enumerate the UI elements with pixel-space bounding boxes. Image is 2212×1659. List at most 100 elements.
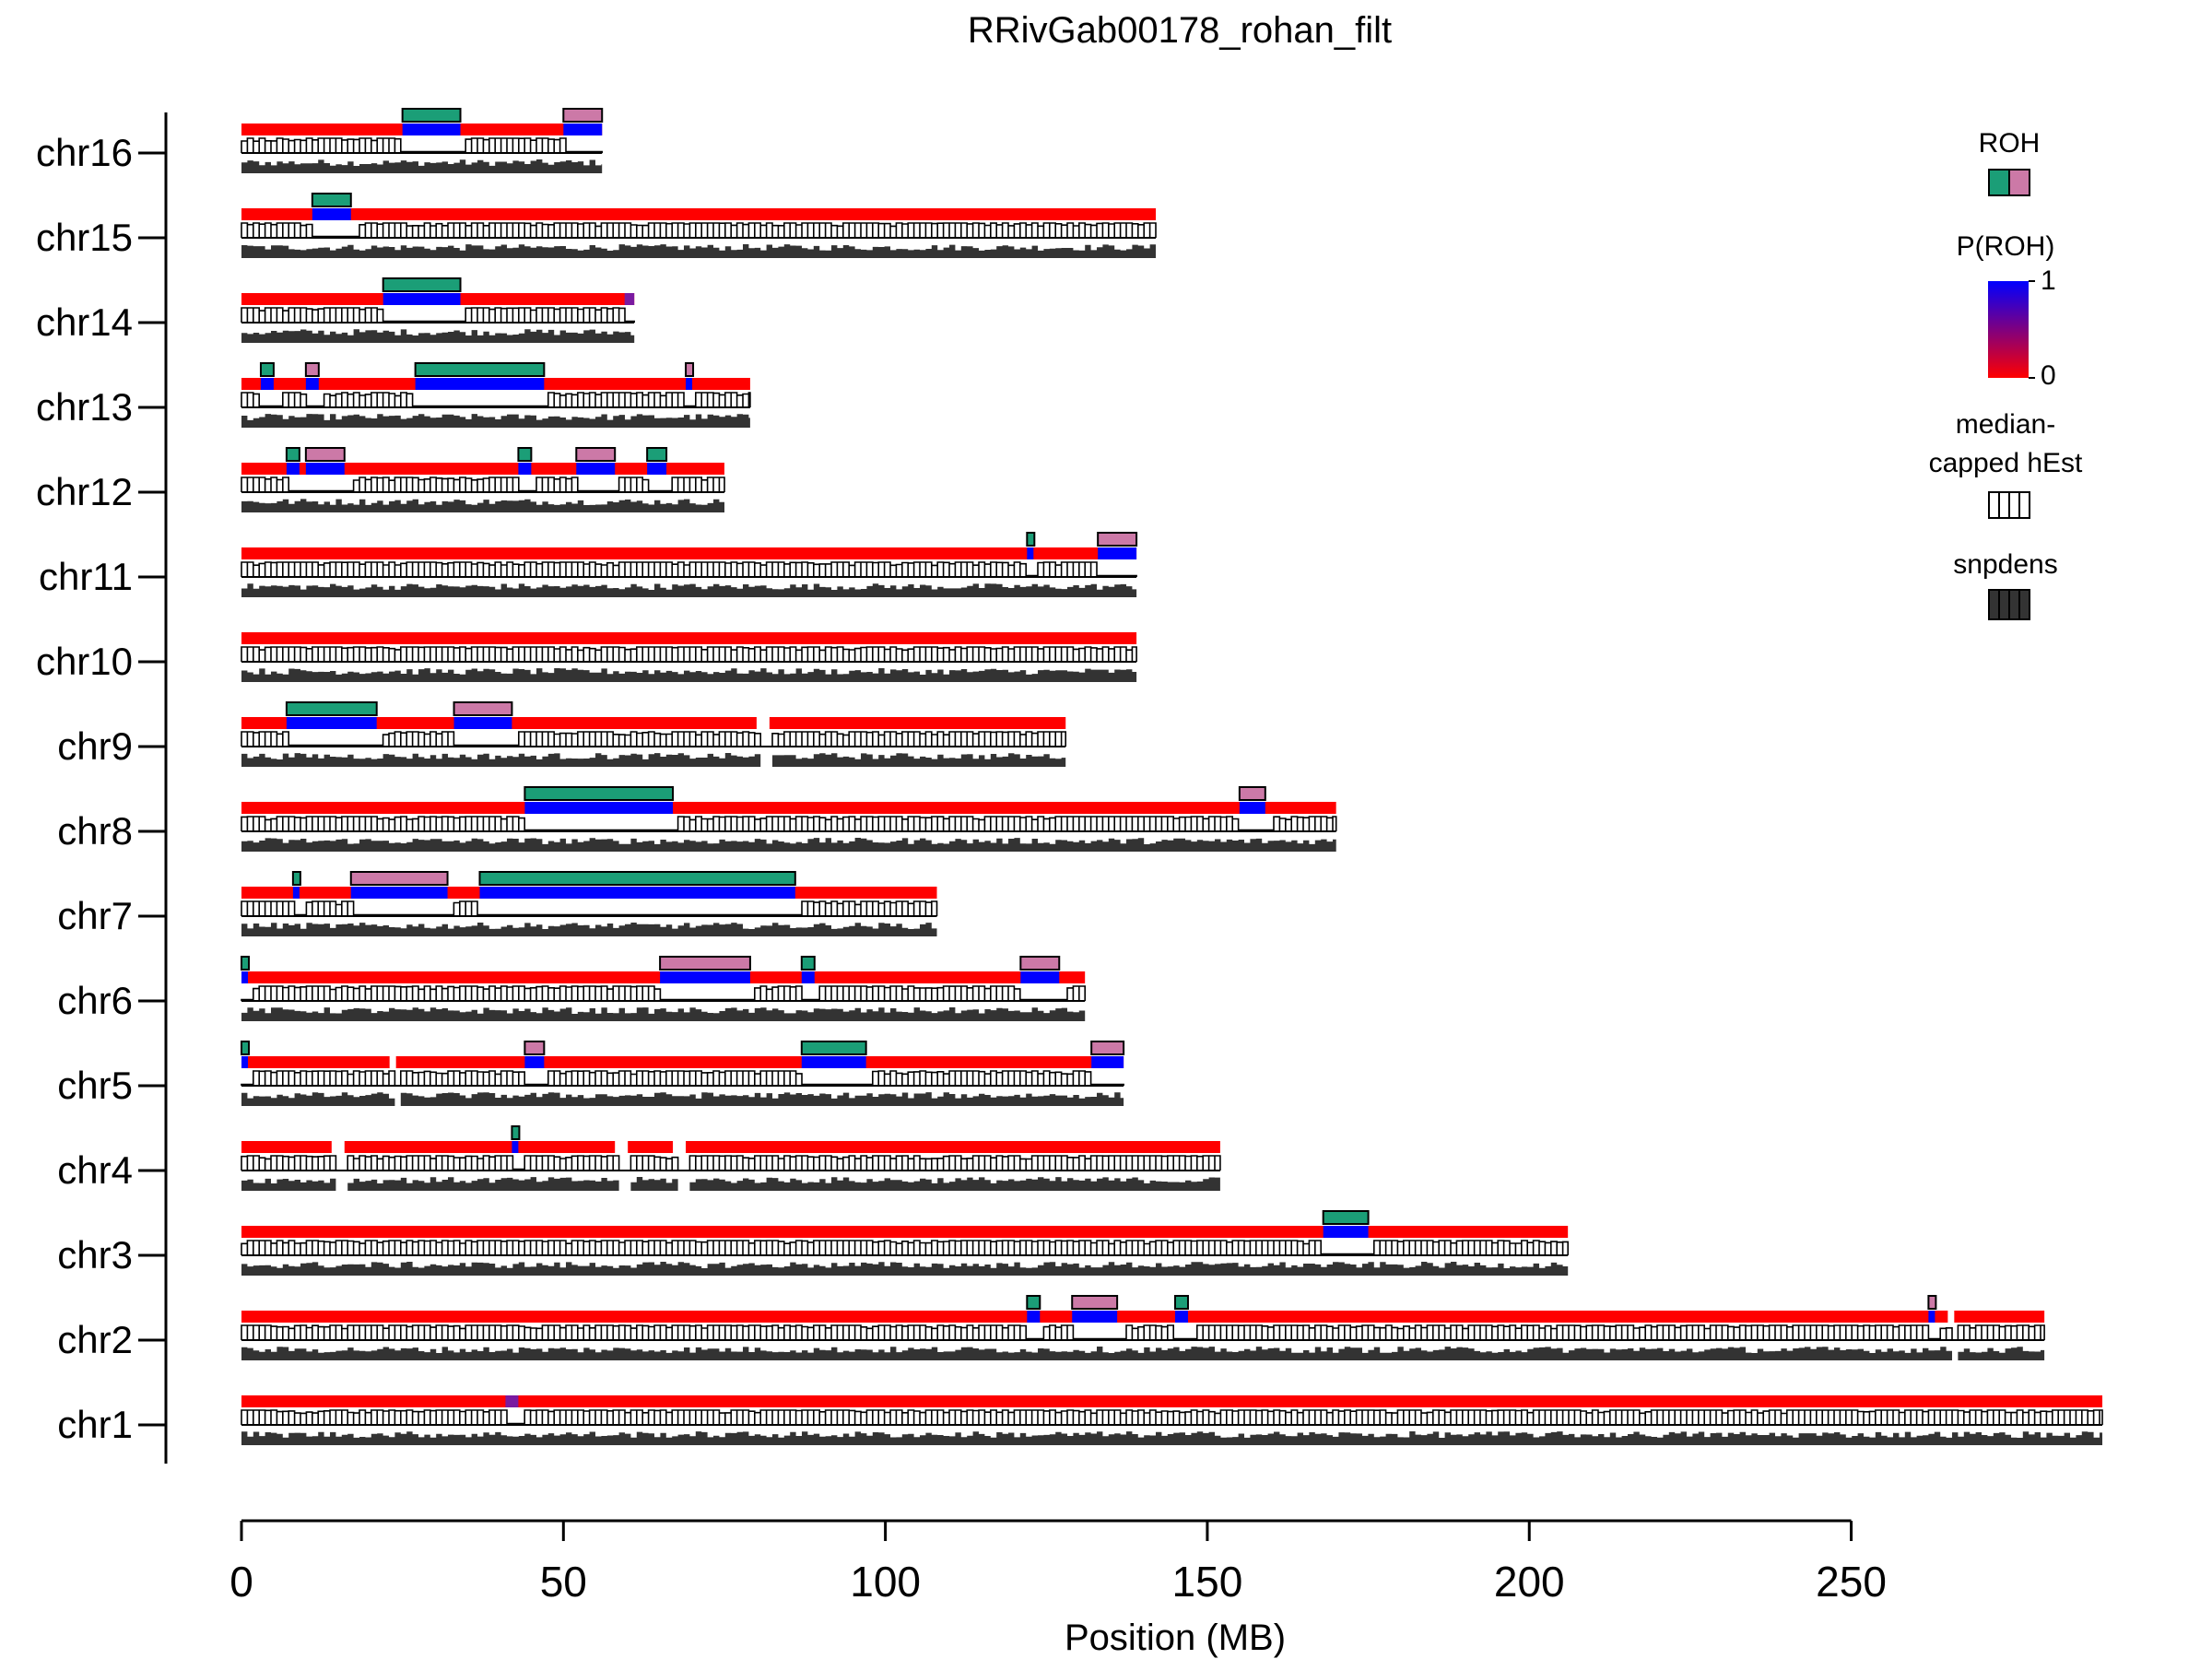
snpdens-bars <box>241 1092 1124 1106</box>
roh-segment <box>646 447 668 462</box>
y-tick-label: chr7 <box>57 894 133 937</box>
legend-hest-title-1: median- <box>1956 409 2055 440</box>
y-tick-label: chr11 <box>39 555 133 598</box>
proh-gap <box>1947 1310 1955 1324</box>
proh-gap <box>389 1055 396 1069</box>
proh-gap <box>673 1140 687 1154</box>
y-tick-label: chr8 <box>57 809 133 853</box>
hest-bars <box>241 222 1157 238</box>
roh-segment <box>1927 1295 1937 1310</box>
legend-proh-title: P(ROH) <box>1957 231 2055 262</box>
y-tick-label: chr10 <box>36 640 133 683</box>
roh-segment <box>1097 532 1138 547</box>
y-tick-label: chr6 <box>57 979 133 1022</box>
legend-hest-swatch <box>1988 491 2030 519</box>
proh-bar <box>241 547 1137 559</box>
proh-high-segment <box>1027 547 1034 559</box>
proh-high-segment <box>524 1056 545 1068</box>
chromosome-track <box>241 1395 2103 1445</box>
roh-segment <box>659 956 751 971</box>
x-tick-label: 250 <box>1816 1558 1887 1606</box>
proh-high-segment <box>350 887 448 899</box>
legend-snpdens-bar <box>2018 589 2030 620</box>
roh-segment <box>524 1041 546 1055</box>
snpdens-bars <box>241 329 635 343</box>
y-tick-label: chr1 <box>57 1403 133 1446</box>
legend-hest-bar <box>1998 491 2010 519</box>
proh-high-segment <box>305 378 319 390</box>
hest-bars <box>241 1324 2045 1340</box>
y-tick-label: chr5 <box>57 1064 133 1107</box>
legend-hest-title-2: capped hEst <box>1929 448 2083 478</box>
hest-bars <box>241 985 1086 1001</box>
proh-high-segment <box>576 463 616 475</box>
proh-gap <box>756 716 770 730</box>
roh-segment <box>800 1041 867 1055</box>
proh-high-segment <box>453 717 512 729</box>
snpdens-bars <box>241 1262 1569 1276</box>
proh-high-segment <box>505 1395 519 1407</box>
x-tick-label: 100 <box>850 1558 921 1606</box>
proh-bar <box>241 1395 2103 1407</box>
chromosome-track <box>241 532 1138 597</box>
x-tick-label: 150 <box>1172 1558 1243 1606</box>
y-tick-label: chr13 <box>36 385 133 429</box>
proh-high-segment <box>686 378 693 390</box>
y-tick-label: chr14 <box>36 300 133 344</box>
proh-high-segment <box>1091 1056 1124 1068</box>
y-tick-label: chr12 <box>36 470 133 513</box>
proh-high-segment <box>286 717 377 729</box>
hest-bars <box>241 1155 1221 1171</box>
y-tick-label: chr4 <box>57 1148 133 1192</box>
snpdens-bars <box>241 1347 2045 1360</box>
chromosome-track <box>241 871 938 936</box>
roh-segment <box>685 362 695 377</box>
roh-segment <box>304 447 346 462</box>
proh-bar <box>241 802 1336 814</box>
hest-bars <box>241 816 1337 831</box>
chromosome-track <box>241 632 1137 682</box>
roh-segment <box>562 108 604 123</box>
roh-segment <box>291 871 301 886</box>
hest-bars <box>241 477 725 492</box>
proh-high-segment <box>286 463 300 475</box>
roh-segment <box>349 871 449 886</box>
legend-snpdens-bar <box>1998 589 2010 620</box>
roh-segment <box>524 786 675 801</box>
hest-bars <box>241 137 603 153</box>
proh-high-segment <box>1098 547 1137 559</box>
y-tick-label: chr15 <box>36 216 133 259</box>
roh-segment <box>517 447 533 462</box>
snpdens-bars <box>241 499 724 512</box>
y-axis: chr16 chr15 chr14 chr13 chr12 chr11 chr10 chr9 c… <box>36 112 168 1464</box>
snpdens-bars <box>241 244 1156 258</box>
proh-high-segment <box>801 1056 866 1068</box>
legend-hest-bar <box>2008 491 2020 519</box>
legend-snpdens-bar <box>1988 589 2000 620</box>
roh-segment <box>285 701 378 716</box>
chromosome-track <box>241 1295 2045 1360</box>
proh-high-segment <box>647 463 667 475</box>
snpdens-bars <box>241 1177 1220 1191</box>
proh-high-segment <box>479 887 795 899</box>
proh-high-segment <box>512 1141 519 1153</box>
roh-segment <box>453 701 513 716</box>
proh-bar <box>241 1311 2045 1323</box>
x-axis: 0 50 100 150 200 250 <box>229 1519 1887 1606</box>
chromosome-track <box>241 362 751 428</box>
snpdens-bars <box>241 159 603 173</box>
proh-high-segment <box>1072 1311 1118 1323</box>
legend-roh-pink-swatch <box>2008 169 2030 196</box>
chromosome-tracks <box>241 108 2103 1445</box>
chromosome-track <box>241 193 1157 258</box>
proh-high-segment <box>260 378 274 390</box>
chart-title: RRivGab00178_rohan_filt <box>968 10 1392 51</box>
proh-high-segment <box>624 293 635 305</box>
chromosome-track <box>241 786 1337 852</box>
roh-segment <box>575 447 617 462</box>
roh-segment <box>414 362 546 377</box>
chromosome-track <box>241 701 1066 767</box>
roh-segment <box>311 193 352 207</box>
hest-bars <box>241 561 1137 577</box>
